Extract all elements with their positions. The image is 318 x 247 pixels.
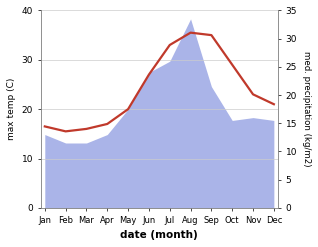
Y-axis label: med. precipitation (kg/m2): med. precipitation (kg/m2) [302, 51, 311, 167]
Y-axis label: max temp (C): max temp (C) [7, 78, 16, 140]
X-axis label: date (month): date (month) [121, 230, 198, 240]
